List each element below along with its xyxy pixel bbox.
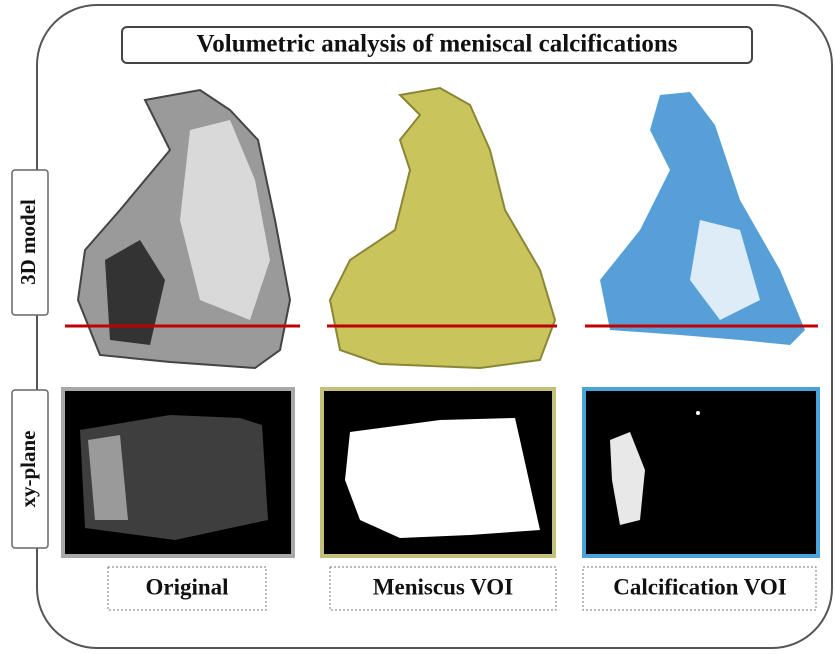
- row-label: xy-plane: [16, 430, 40, 507]
- row-label: 3D model: [16, 199, 40, 285]
- title: Volumetric analysis of meniscal calcific…: [197, 31, 678, 58]
- column-label: Original: [145, 574, 228, 599]
- figure: Volumetric analysis of meniscal calcific…: [0, 0, 835, 654]
- meniscus-mask: [345, 418, 540, 538]
- calcification-speck: [696, 411, 700, 415]
- column-label: Meniscus VOI: [373, 574, 513, 599]
- column-label: Calcification VOI: [613, 574, 787, 599]
